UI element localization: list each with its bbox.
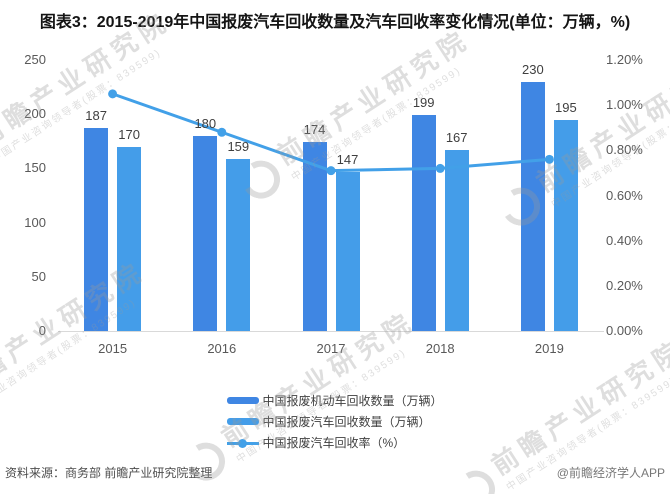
bar-value-label: 187 <box>85 108 107 124</box>
source-note: 资料来源：商务部 前瞻产业研究院整理 <box>5 466 213 480</box>
line-marker <box>108 89 118 99</box>
legend-label: 中国报废汽车回收数量（万辆） <box>262 415 431 429</box>
y-axis-tick-left: 0 <box>38 323 46 338</box>
legend-item: 中国报废汽车回收数量（万辆） <box>227 411 431 432</box>
bar-series-1 <box>444 149 469 331</box>
x-axis-label: 2017 <box>316 341 346 356</box>
y-axis-tick-right: 0.80% <box>606 142 643 158</box>
bar-series-0 <box>520 81 545 331</box>
bar-value-label: 230 <box>522 61 544 77</box>
y-axis-tick-left: 250 <box>24 52 46 67</box>
x-axis-label: 2018 <box>425 341 455 356</box>
x-axis-label: 2016 <box>207 341 237 356</box>
bar-value-label: 195 <box>555 99 577 115</box>
legend-label: 中国报废汽车回收率（%） <box>262 436 406 450</box>
y-axis-tick-left: 200 <box>24 106 46 122</box>
attribution: @前瞻经济学人APP <box>556 466 665 480</box>
y-axis-tick-left: 150 <box>24 160 46 176</box>
line-marker <box>544 154 554 164</box>
x-axis-label: 2015 <box>98 341 128 356</box>
chart-title: 图表3：2015-2019年中国报废汽车回收数量及汽车回收率变化情况(单位：万辆… <box>39 14 631 31</box>
bar-value-label: 159 <box>227 138 250 154</box>
bar-series-0 <box>302 142 327 331</box>
x-axis-label: 2019 <box>534 341 564 356</box>
line-marker <box>435 163 445 173</box>
y-axis-tick-right: 0.00% <box>606 323 643 338</box>
x-axis-line <box>58 331 604 332</box>
bar-series-1 <box>553 119 578 331</box>
y-axis-tick-right: 0.40% <box>606 232 643 248</box>
bar-series-0 <box>84 128 109 331</box>
bar-value-label: 199 <box>412 95 435 111</box>
bar-series-0 <box>411 115 436 331</box>
legend-item: 中国报废汽车回收率（%） <box>227 432 405 453</box>
bar-series-1 <box>226 158 251 331</box>
legend-area: 中国报废机动车回收数量（万辆） 中国报废汽车回收数量（万辆） 中国报废汽车回收率（%… <box>0 390 670 453</box>
bar-series-1 <box>117 146 142 331</box>
legend-line-swatch <box>227 436 260 450</box>
line-marker <box>326 166 336 176</box>
y-axis-tick-right: 0.20% <box>606 277 643 293</box>
legend-label: 中国报废机动车回收数量（万辆） <box>262 394 443 408</box>
bar-value-label: 170 <box>118 126 140 142</box>
legend-item: 中国报废机动车回收数量（万辆） <box>227 390 443 411</box>
bar-value-label: 167 <box>445 129 468 145</box>
bar-series-0 <box>193 135 218 331</box>
bar-value-label: 147 <box>336 151 359 167</box>
y-axis-tick-left: 50 <box>31 268 46 284</box>
legend-bar-swatch <box>227 418 260 425</box>
bar-value-label: 180 <box>194 115 217 131</box>
y-axis-tick-left: 100 <box>24 214 46 230</box>
y-axis-tick-right: 1.20% <box>606 52 643 67</box>
y-axis-tick-right: 1.00% <box>606 97 643 113</box>
legend-bar-swatch <box>227 397 260 404</box>
bar-value-label: 174 <box>303 122 326 138</box>
y-axis-tick-right: 0.60% <box>606 187 643 203</box>
bar-series-1 <box>335 171 360 331</box>
legend: 中国报废机动车回收数量（万辆） 中国报废汽车回收数量（万辆） 中国报废汽车回收率（%… <box>227 390 443 453</box>
